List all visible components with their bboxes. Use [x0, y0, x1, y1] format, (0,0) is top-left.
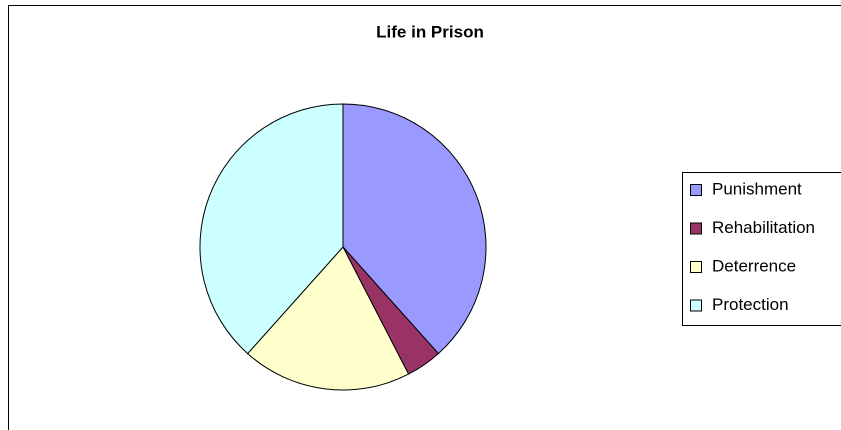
chart-title: Life in Prison — [376, 22, 484, 41]
pie-slice — [246, 246, 410, 391]
pie-slice — [342, 103, 487, 355]
legend-swatch — [690, 184, 702, 196]
legend-label: Protection — [712, 295, 789, 314]
legend-label: Rehabilitation — [712, 218, 815, 237]
legend-swatch — [690, 222, 702, 235]
legend-label: Punishment — [712, 179, 802, 198]
legend-label: Deterrence — [712, 256, 796, 275]
pie-slice — [199, 103, 344, 355]
legend-swatch — [690, 299, 702, 312]
legend-swatch — [690, 261, 702, 273]
legend-box — [682, 172, 841, 326]
